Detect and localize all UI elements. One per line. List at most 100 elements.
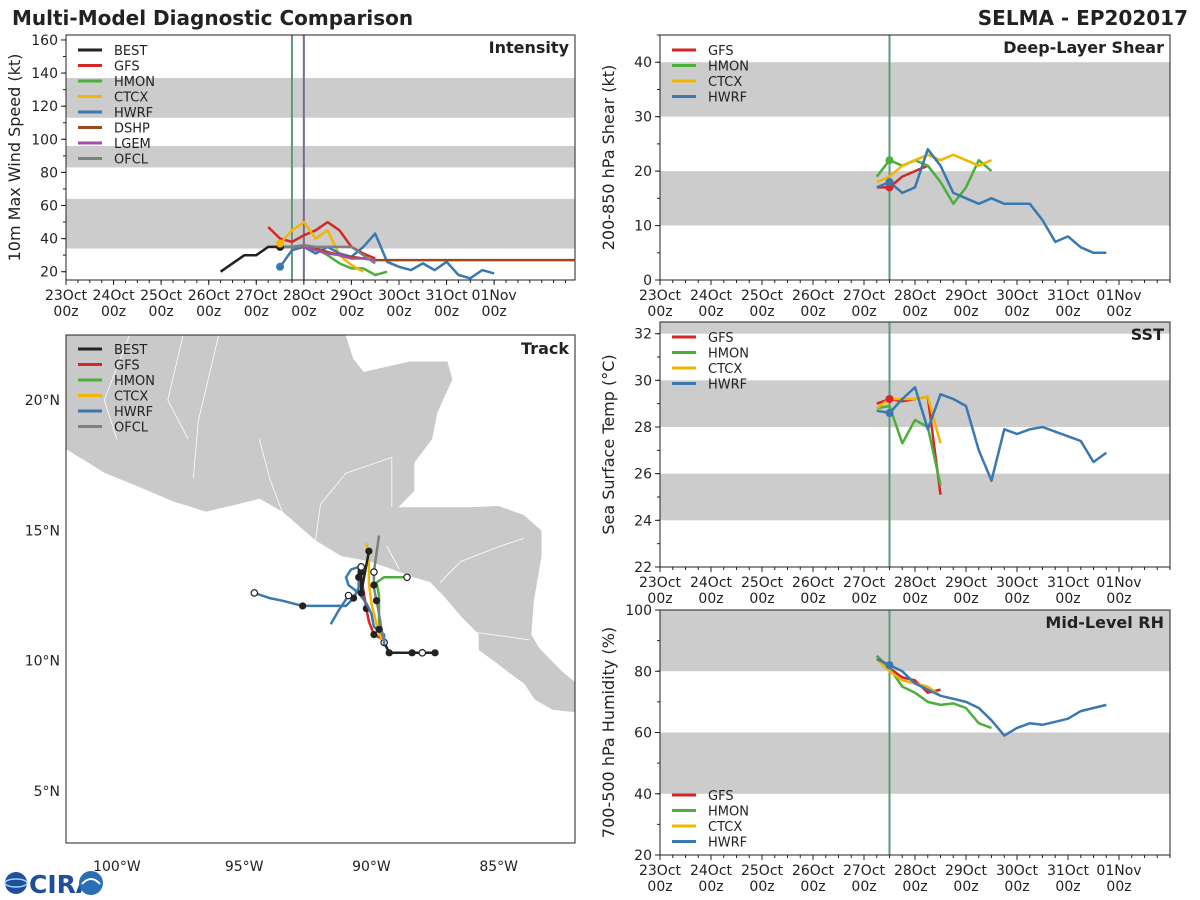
series-line-ctcx (875, 658, 942, 697)
x-tick-label: 28Oct (283, 288, 326, 304)
x-tick-label: 00z (800, 879, 825, 895)
border-line (192, 335, 220, 479)
x-tick-label: 30Oct (996, 575, 1039, 591)
cira-logo: CIRA (4, 870, 103, 899)
gray-band (660, 171, 1170, 226)
track-dot-ofcl (372, 597, 381, 605)
y-tick-label: 22 (634, 560, 652, 576)
x-tick-label: 00z (101, 304, 126, 320)
x-tick-label: 00z (902, 591, 927, 607)
x-tick-label: 00z (698, 879, 723, 895)
track-dot-best (408, 649, 416, 657)
legend-label-hwrf: HWRF (114, 106, 153, 121)
y-tick-label: 100 (625, 603, 652, 619)
gray-band (660, 473, 1170, 521)
track-map-area (66, 335, 575, 843)
x-tick-label: 01Nov (1096, 863, 1141, 879)
figure-title: Multi-Model Diagnostic Comparison (12, 6, 413, 30)
x-tick-label: 25Oct (741, 288, 784, 304)
x-tick-label: 00z (647, 304, 672, 320)
x-tick-label: 00z (698, 304, 723, 320)
y-tick-label: 10 (634, 219, 652, 235)
x-tick-label: 30Oct (996, 863, 1039, 879)
x-tick-label: 31Oct (426, 288, 469, 304)
x-tick-label: 00z (339, 304, 364, 320)
x-tick-label: 01Nov (1096, 288, 1141, 304)
x-tick-label: 31Oct (1047, 863, 1090, 879)
x-tick-label: 01Nov (472, 288, 517, 304)
x-tick-label: 00z (1004, 879, 1029, 895)
x-tick-label: 31Oct (1047, 575, 1090, 591)
x-tick-label: 00z (1106, 304, 1131, 320)
y-axis-label: 10m Max Wind Speed (kt) (5, 54, 24, 262)
x-tick-label: 00z (434, 304, 459, 320)
y-tick-label: 30 (634, 373, 652, 389)
legend-label-ctcx: CTCX (114, 91, 148, 106)
track-open-dot-ofcl (370, 568, 378, 576)
x-tick-label: 00z (1106, 591, 1131, 607)
lon-tick-label: 90°W (352, 859, 391, 875)
x-tick-label: 29Oct (330, 288, 373, 304)
x-tick-label: 25Oct (140, 288, 183, 304)
x-tick-label: 00z (902, 304, 927, 320)
track-dot-ofcl (370, 581, 378, 589)
x-tick-label: 27Oct (843, 288, 886, 304)
series-line-hmon (875, 655, 992, 730)
y-tick-label: 28 (634, 420, 652, 436)
y-tick-label: 40 (634, 787, 652, 803)
rh-panel: 2040608010023Oct00z24Oct00z25Oct00z26Oct… (599, 603, 1171, 895)
marker-hwrf (885, 661, 894, 670)
y-tick-label: 40 (634, 55, 652, 71)
x-tick-label: 28Oct (894, 863, 937, 879)
x-tick-label: 00z (386, 304, 411, 320)
y-tick-label: 20 (634, 164, 652, 180)
panel-title: Mid-Level RH (1045, 613, 1164, 632)
marker-hwrf (885, 178, 894, 186)
x-tick-label: 00z (953, 879, 978, 895)
panel-title: SST (1131, 325, 1164, 344)
x-tick-label: 28Oct (894, 575, 937, 591)
track-dot-gfs (370, 630, 378, 639)
legend-label-hmon: HMON (708, 805, 749, 820)
y-tick-label: 100 (31, 132, 58, 148)
x-tick-label: 27Oct (843, 575, 886, 591)
legend-label-hmon: HMON (114, 75, 155, 90)
x-tick-label: 24Oct (690, 863, 733, 879)
x-tick-label: 00z (953, 304, 978, 320)
x-tick-label: 00z (902, 879, 927, 895)
legend-label-ofcl: OFCL (114, 153, 149, 168)
lon-tick-label: 95°W (225, 859, 264, 875)
x-tick-label: 00z (1055, 591, 1080, 607)
x-tick-label: 01Nov (1096, 575, 1141, 591)
axes-frame (65, 34, 576, 281)
track-open-dot-best (418, 649, 427, 657)
x-tick-label: 00z (1106, 879, 1131, 895)
gray-band (660, 62, 1170, 117)
track-open-dot-hmon (403, 573, 411, 582)
track-line-hwrf (329, 594, 350, 625)
x-tick-label: 00z (851, 879, 876, 895)
y-tick-label: 60 (634, 726, 652, 742)
track-open-dot-hwrf (344, 591, 353, 600)
x-tick-label: 27Oct (235, 288, 278, 304)
y-tick-label: 0 (643, 273, 652, 289)
track-dot-best (357, 589, 365, 597)
gray-band (66, 78, 575, 118)
legend-label-ctcx: CTCX (114, 390, 148, 405)
x-tick-label: 00z (647, 591, 672, 607)
x-tick-label: 26Oct (792, 863, 835, 879)
x-tick-label: 00z (1055, 304, 1080, 320)
y-tick-label: 140 (31, 66, 58, 82)
gray-band (660, 322, 1170, 334)
y-tick-label: 20 (634, 848, 652, 864)
series-line-hmon (875, 158, 993, 206)
lat-tick-label: 15°N (25, 523, 60, 539)
legend-label-hwrf: HWRF (114, 405, 153, 420)
x-tick-label: 00z (749, 591, 774, 607)
border-line (259, 439, 283, 513)
x-tick-label: 00z (698, 591, 723, 607)
y-axis-label: 200-850 hPa Shear (kt) (599, 65, 618, 251)
panel-title: Track (521, 339, 569, 358)
x-tick-label: 28Oct (894, 288, 937, 304)
border-line (167, 335, 189, 440)
